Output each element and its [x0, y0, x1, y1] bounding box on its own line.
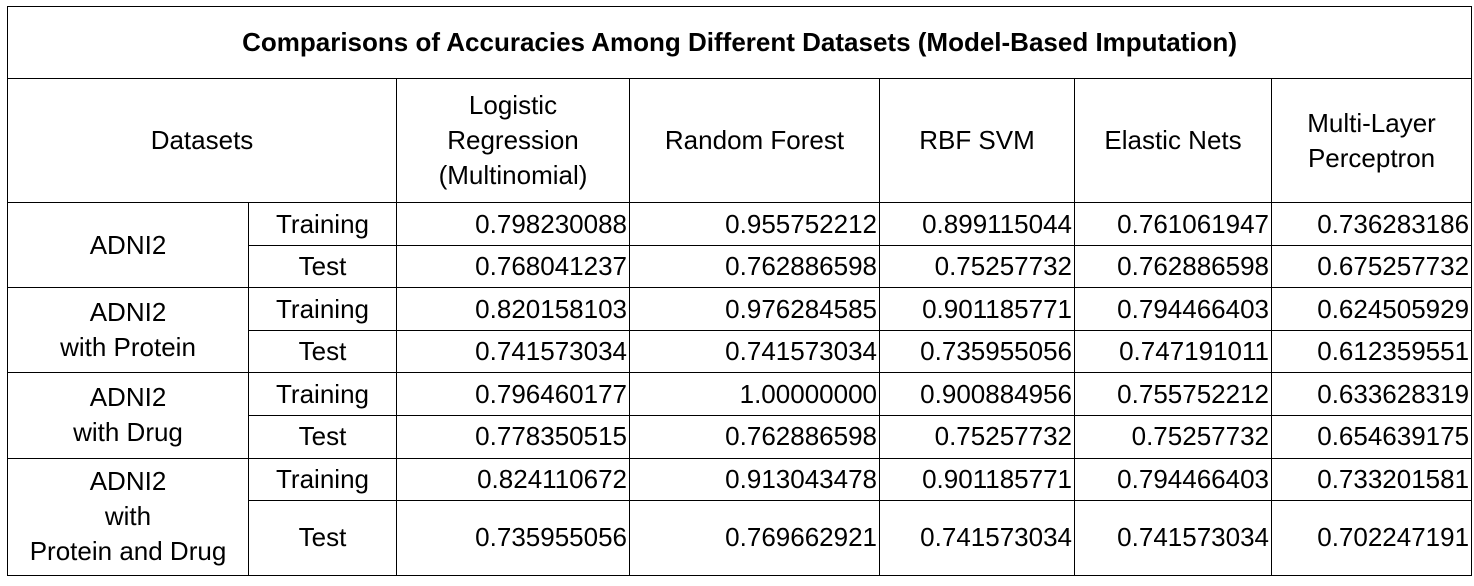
split-label: Test — [248, 329, 397, 374]
accuracy-value: 0.899115044 — [879, 202, 1075, 246]
model-header: Multi-Layer Perceptron — [1270, 77, 1473, 204]
accuracy-value: 0.798230088 — [396, 202, 630, 246]
accuracy-value: 0.75257732 — [879, 414, 1075, 459]
accuracy-value: 0.768041237 — [396, 244, 630, 289]
table-row: Test 0.778350515 0.762886598 0.75257732 0.75… — [8, 414, 1473, 459]
accuracy-value: 0.761061947 — [1074, 202, 1272, 246]
split-label: Test — [248, 414, 397, 459]
accuracy-value: 0.796460177 — [396, 372, 630, 416]
table-row: ADNI2 with Protein and Drug Training 0.824… — [7, 457, 1473, 576]
accuracy-value: 0.820158103 — [396, 287, 630, 331]
accuracy-value: 0.736283186 — [1270, 202, 1473, 246]
table-row: Test 0.741573034 0.741573034 0.735955056 0.7… — [8, 329, 1473, 374]
accuracy-value: 0.735955056 — [879, 329, 1075, 374]
table-row: ADNI2 Training 0.798230088 0.955752212 0.899… — [7, 202, 1473, 289]
dataset-name: ADNI2 with Protein — [7, 287, 249, 374]
split-label: Training — [248, 202, 397, 246]
accuracy-value: 0.75257732 — [1074, 414, 1272, 459]
model-header: Logistic Regression (Multinomial) — [396, 77, 630, 204]
table-row: ADNI2 with Protein Training 0.820158103 0.9… — [7, 287, 1473, 374]
accuracy-value: 0.702247191 — [1270, 500, 1473, 576]
split-label: Test — [248, 244, 397, 289]
accuracy-value: 0.762886598 — [1074, 244, 1272, 289]
model-header: Random Forest — [629, 77, 880, 204]
dataset-name: ADNI2 with Protein and Drug — [7, 457, 249, 576]
accuracy-value: 0.633628319 — [1270, 372, 1473, 416]
accuracy-value: 0.741573034 — [1074, 500, 1272, 576]
accuracy-value: 0.741573034 — [879, 500, 1075, 576]
accuracy-value: 0.675257732 — [1270, 244, 1473, 289]
accuracy-value: 0.901185771 — [879, 457, 1075, 502]
dataset-name: ADNI2 — [7, 202, 249, 289]
accuracy-value: 0.901185771 — [879, 287, 1075, 331]
accuracy-value: 1.00000000 — [629, 372, 880, 416]
accuracy-value: 0.75257732 — [879, 244, 1075, 289]
table-row: ADNI2 with Drug Training 0.796460177 1.0000… — [7, 372, 1473, 459]
accuracy-value: 0.955752212 — [629, 202, 880, 246]
accuracy-value: 0.900884956 — [879, 372, 1075, 416]
accuracy-value: 0.769662921 — [629, 500, 880, 576]
accuracy-value: 0.913043478 — [629, 457, 880, 502]
accuracy-value: 0.624505929 — [1270, 287, 1473, 331]
accuracy-value: 0.794466403 — [1074, 457, 1272, 502]
accuracy-value: 0.794466403 — [1074, 287, 1272, 331]
split-label: Training — [248, 372, 397, 416]
accuracy-value: 0.654639175 — [1270, 414, 1473, 459]
model-header: Elastic Nets — [1074, 77, 1272, 204]
dataset-name: ADNI2 with Drug — [7, 372, 249, 459]
accuracy-value: 0.755752212 — [1074, 372, 1272, 416]
split-label: Training — [248, 287, 397, 331]
accuracy-value: 0.762886598 — [629, 244, 880, 289]
split-label: Training — [248, 457, 397, 502]
accuracy-value: 0.762886598 — [629, 414, 880, 459]
accuracy-value: 0.976284585 — [629, 287, 880, 331]
accuracy-value: 0.747191011 — [1074, 329, 1272, 374]
table-title: Comparisons of Accuracies Among Differen… — [6, 6, 1473, 79]
accuracy-value: 0.735955056 — [396, 500, 630, 576]
accuracy-value: 0.612359551 — [1270, 329, 1473, 374]
split-label: Test — [248, 500, 397, 576]
accuracy-value: 0.733201581 — [1270, 457, 1473, 502]
accuracy-value: 0.741573034 — [396, 329, 630, 374]
model-header: RBF SVM — [879, 77, 1075, 204]
datasets-header: Datasets — [7, 77, 397, 204]
accuracy-value: 0.741573034 — [629, 329, 880, 374]
accuracy-value: 0.778350515 — [396, 414, 630, 459]
accuracy-value: 0.824110672 — [396, 457, 630, 502]
table-row: Test 0.735955056 0.769662921 0.741573034 0.7… — [8, 500, 1473, 576]
accuracy-table: Comparisons of Accuracies Among Differen… — [6, 6, 1473, 576]
